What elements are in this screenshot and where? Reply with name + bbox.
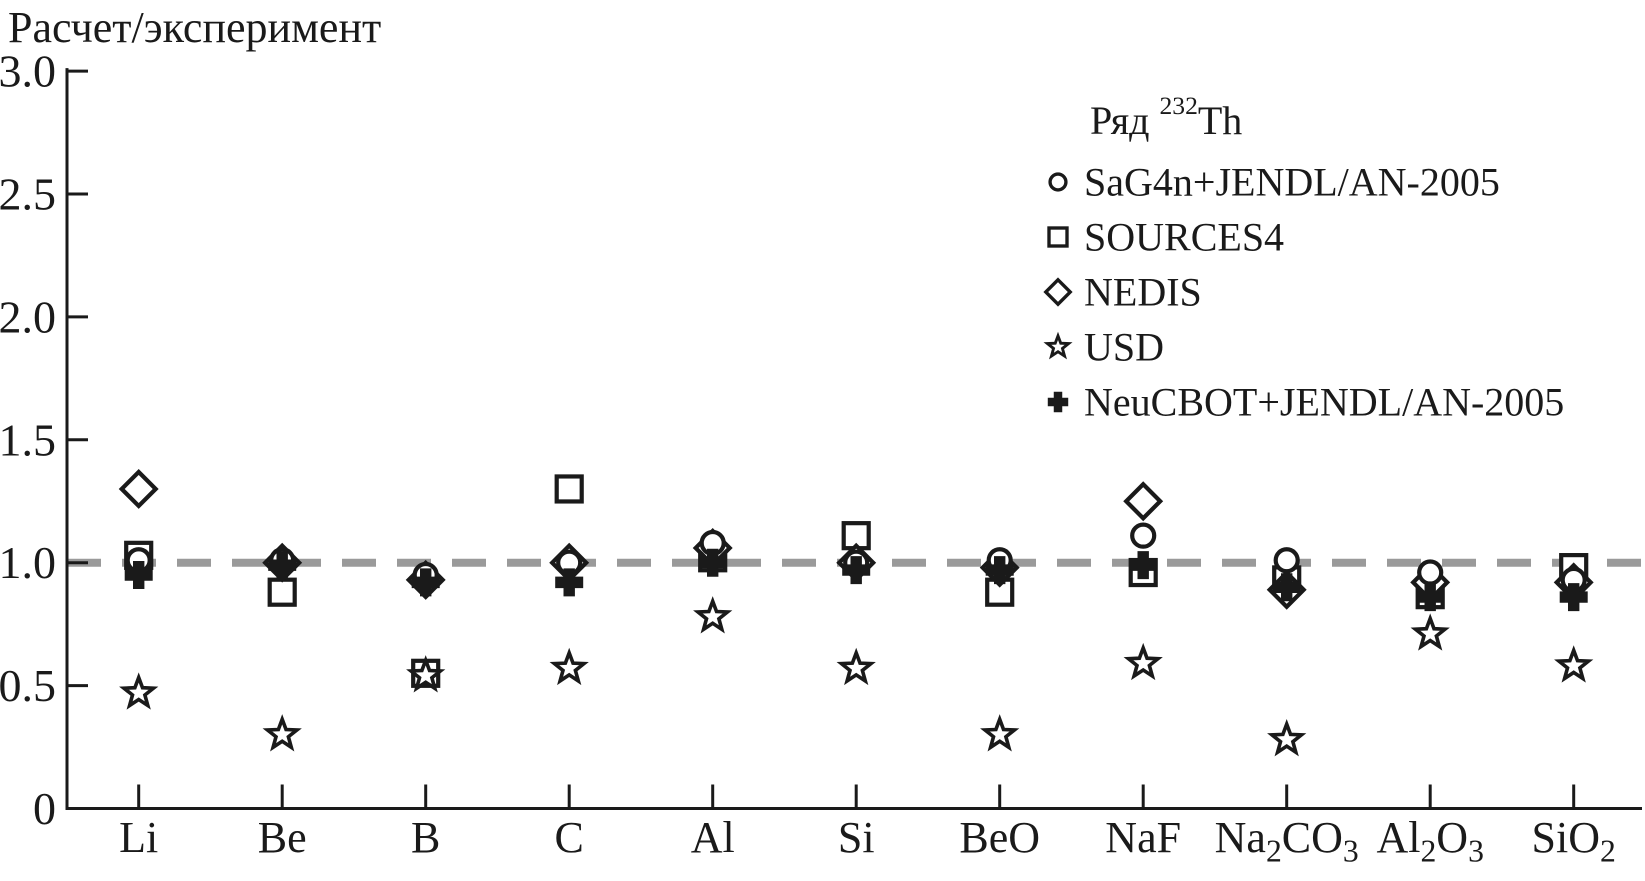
x-axis-tick-label: Na2​CO3​ — [1215, 813, 1359, 869]
data-point-star — [262, 714, 302, 752]
data-point-cross — [411, 568, 440, 597]
data-point-star — [1554, 645, 1594, 683]
data-point-star — [1267, 719, 1307, 757]
data-point-circle — [1417, 559, 1444, 586]
legend-title: Ряд 232Th — [1090, 90, 1242, 142]
data-point-star — [980, 714, 1020, 752]
data-point-star — [1410, 613, 1450, 651]
y-axis-tick-label: 0.5 — [0, 660, 56, 711]
x-axis-tick-label: NaF — [1105, 813, 1181, 862]
y-axis-tick-label: 1.5 — [0, 414, 56, 465]
data-point-cross — [985, 556, 1014, 585]
legend-marker-circle — [1048, 172, 1068, 192]
x-axis-tick-label: Li — [119, 813, 158, 862]
data-point-square — [841, 521, 871, 551]
x-axis-tick-label: Be — [258, 813, 307, 862]
legend-marker-cross — [1047, 391, 1069, 413]
legend-marker-diamond — [1043, 277, 1073, 307]
data-point-diamond — [118, 468, 159, 509]
legend-marker-star — [1043, 331, 1073, 360]
data-point-cross — [124, 560, 153, 589]
y-axis-tick-label: 1.0 — [0, 537, 56, 588]
y-axis-tick-label: 2.5 — [0, 169, 56, 220]
legend-item-label: SOURCES4 — [1084, 215, 1284, 260]
legend-item-label: SaG4n+JENDL/AN-2005 — [1084, 160, 1500, 205]
x-axis-tick-label: C — [555, 813, 584, 862]
x-axis-tick-label: Al2​O3​ — [1376, 813, 1483, 869]
x-axis-tick-label: Si — [838, 813, 875, 862]
data-point-star — [406, 655, 446, 693]
data-point-star — [549, 647, 589, 686]
data-point-diamond — [1123, 481, 1164, 522]
data-point-circle — [1273, 547, 1300, 574]
legend-item-label: NEDIS — [1084, 270, 1202, 315]
data-point-cross — [555, 568, 584, 597]
y-axis-tick-label: 0 — [33, 783, 56, 834]
x-axis-tick-label: Al — [691, 813, 735, 862]
y-axis-title: Расчет/эксперимент — [8, 3, 382, 52]
x-axis-tick-label: SiO2​ — [1532, 813, 1616, 869]
data-point-star — [836, 647, 876, 686]
x-axis-tick-label: B — [411, 813, 440, 862]
data-point-square — [554, 474, 584, 504]
data-point-cross — [268, 551, 297, 580]
data-point-circle — [1130, 522, 1157, 549]
data-point-cross — [1129, 551, 1158, 580]
y-axis-tick-label: 3.0 — [0, 46, 56, 97]
data-point-cross — [1272, 573, 1301, 602]
data-point-star — [693, 596, 733, 634]
data-point-cross — [1559, 583, 1588, 612]
data-point-square — [267, 577, 297, 607]
data-point-cross — [1416, 583, 1445, 612]
y-axis-tick-label: 2.0 — [0, 291, 56, 342]
data-point-cross — [842, 556, 871, 585]
legend-marker-square — [1047, 226, 1069, 248]
data-point-cross — [698, 548, 727, 577]
data-point-star — [1123, 642, 1163, 681]
legend-item-label: NeuCBOT+JENDL/AN-2005 — [1084, 380, 1564, 425]
x-axis-tick-label: BeO — [959, 813, 1040, 862]
data-point-star — [119, 672, 159, 710]
legend-item-label: USD — [1084, 325, 1164, 370]
